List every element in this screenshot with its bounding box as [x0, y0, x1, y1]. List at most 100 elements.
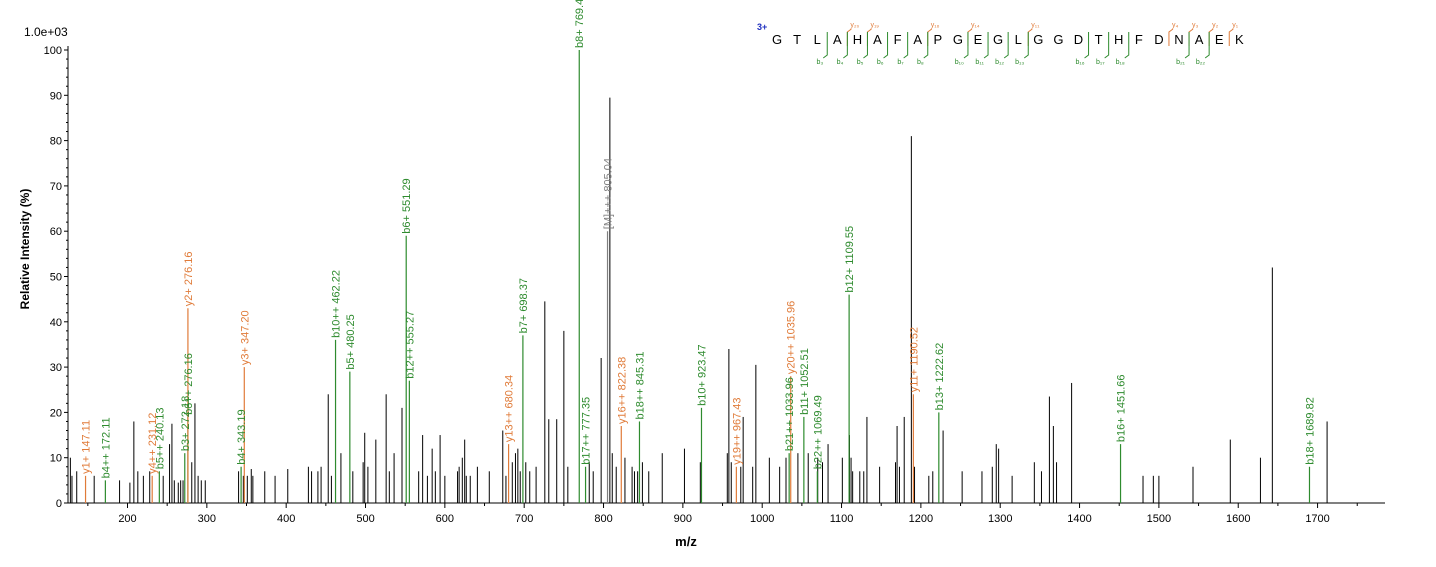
peak-label: b4+ 343.19 [236, 409, 248, 464]
sequence-residue: L [814, 32, 821, 47]
x-tick-label: 1400 [1067, 513, 1091, 525]
b-ion-bracket [1104, 32, 1110, 59]
y-tick-label: 70 [50, 181, 62, 193]
y-tick-label: 10 [50, 453, 62, 465]
y-ion-bracket [1168, 28, 1174, 46]
b-ion-mark-label: b₁₁ [975, 59, 984, 66]
y-tick-label: 80 [50, 136, 62, 148]
b-ion-mark-label: b₁₀ [955, 59, 964, 66]
x-tick-label: 1500 [1147, 513, 1171, 525]
y-axis-title: Relative Intensity (%) [18, 189, 32, 310]
sequence-residue: G [953, 32, 963, 47]
x-axis-title: m/z [675, 534, 697, 549]
b-ion-mark-label: b₁₃ [1015, 59, 1024, 66]
sequence-residue: L [1015, 32, 1022, 47]
b-ion-bracket [883, 32, 889, 59]
b-ion-mark-label: b₃ [817, 59, 824, 66]
sequence-residue: H [853, 32, 862, 47]
y-ion-mark-label: y₁₄ [971, 22, 980, 29]
peak-label: b13+ 1222.62 [934, 343, 946, 411]
sequence-residue: F [1135, 32, 1143, 47]
peak-label: b12+ 1109.55 [844, 226, 856, 293]
y-ion-bracket [1208, 28, 1214, 46]
b-ion-bracket [963, 32, 969, 59]
peak-label: b12++ 555.27 [404, 311, 416, 379]
b-ion-mark-label: b₅ [857, 59, 864, 66]
b-ion-mark-label: b₁₇ [1096, 59, 1105, 66]
x-tick-label: 1000 [750, 513, 774, 525]
sequence-residue: G [772, 32, 782, 47]
peak-label: b7+ 698.37 [518, 278, 530, 333]
b-ion-bracket [843, 32, 848, 59]
x-tick-label: 200 [118, 513, 136, 525]
b-ion-bracket [1124, 32, 1130, 59]
x-tick-label: 1300 [988, 513, 1012, 525]
b-ion-mark-label: b₈ [917, 59, 924, 66]
intensity-scale-label: 1.0e+03 [24, 25, 68, 39]
x-tick-label: 800 [594, 513, 612, 525]
y-ion-mark-label: y₁ [1232, 22, 1239, 29]
y-ion-mark-label: y₂₀ [850, 22, 859, 29]
peak-label: y20++ 1035.96 [786, 301, 798, 374]
x-tick-label: 600 [436, 513, 454, 525]
peak-label: b6++ 276.16 [183, 353, 195, 415]
peak-label: b4++ 172.11 [100, 417, 112, 478]
sequence-residue: N [1174, 32, 1183, 47]
peak-label: b6+ 551.29 [401, 178, 413, 233]
peak-label: y2+ 276.16 [183, 251, 195, 306]
x-tick-label: 1700 [1305, 513, 1329, 525]
peak-label: y1+ 147.11 [81, 420, 93, 474]
sequence-residue: E [1215, 32, 1224, 47]
peak-label: b17++ 777.35 [581, 397, 593, 465]
sequence-residue: T [1095, 32, 1103, 47]
x-tick-label: 300 [198, 513, 216, 525]
y-tick-label: 30 [50, 362, 62, 374]
peak-label: b16+ 1451.66 [1116, 375, 1128, 443]
sequence-residue: F [894, 32, 902, 47]
peak-label: y19++ 967.43 [731, 397, 743, 464]
b-ion-bracket [1084, 32, 1090, 59]
b-ion-bracket [1023, 32, 1029, 59]
charge-state-label: 3+ [757, 22, 767, 32]
peak-label: b3+ 272.18 [180, 396, 192, 451]
sequence-residue: K [1235, 32, 1244, 47]
peak-label: b5++ 240.13 [154, 407, 166, 469]
y-ion-bracket [866, 28, 872, 46]
b-ion-bracket [1204, 32, 1210, 59]
y-tick-label: 50 [50, 272, 62, 284]
b-ion-mark-label: b₁₆ [1075, 59, 1084, 66]
x-tick-label: 400 [277, 513, 295, 525]
b-ion-bracket [863, 32, 868, 59]
b-ion-mark-label: b₂₁ [1176, 59, 1186, 66]
y-ion-bracket [1228, 28, 1234, 46]
y-tick-label: 90 [50, 90, 62, 102]
peak-label: [M]+++ 805.04 [603, 158, 615, 229]
b-ion-mark-label: b₆ [877, 59, 884, 66]
peak-label: y11+ 1190.52 [908, 327, 920, 392]
y-ion-mark-label: y₁₉ [870, 22, 879, 29]
peak-label: b18++ 845.31 [634, 352, 646, 420]
sequence-residue: A [873, 32, 882, 47]
peak-label: y16++ 822.38 [616, 357, 628, 424]
b-ion-bracket [983, 32, 989, 59]
y-ion-mark-label: y₁₆ [931, 22, 940, 29]
peak-label: y13++ 680.34 [504, 375, 516, 442]
y-ion-bracket [927, 28, 933, 46]
b-ion-bracket [1184, 32, 1190, 59]
sequence-residue: P [933, 32, 942, 47]
y-tick-label: 100 [44, 45, 62, 57]
sequence-residue: A [833, 32, 842, 47]
x-tick-label: 1600 [1226, 513, 1250, 525]
x-tick-label: 900 [674, 513, 692, 525]
y-ion-bracket [1027, 28, 1033, 46]
y-ion-mark-label: y₂ [1212, 22, 1219, 29]
peak-label: b21++ 1033.96 [784, 377, 796, 451]
b-ion-mark-label: b₄ [837, 59, 844, 66]
sequence-residue: T [793, 32, 801, 47]
y-tick-label: 60 [50, 226, 62, 238]
sequence-residue: D [1154, 32, 1163, 47]
y-tick-label: 20 [50, 407, 62, 419]
peak-label: b18+ 1689.82 [1304, 397, 1316, 465]
x-tick-label: 1100 [830, 513, 854, 525]
